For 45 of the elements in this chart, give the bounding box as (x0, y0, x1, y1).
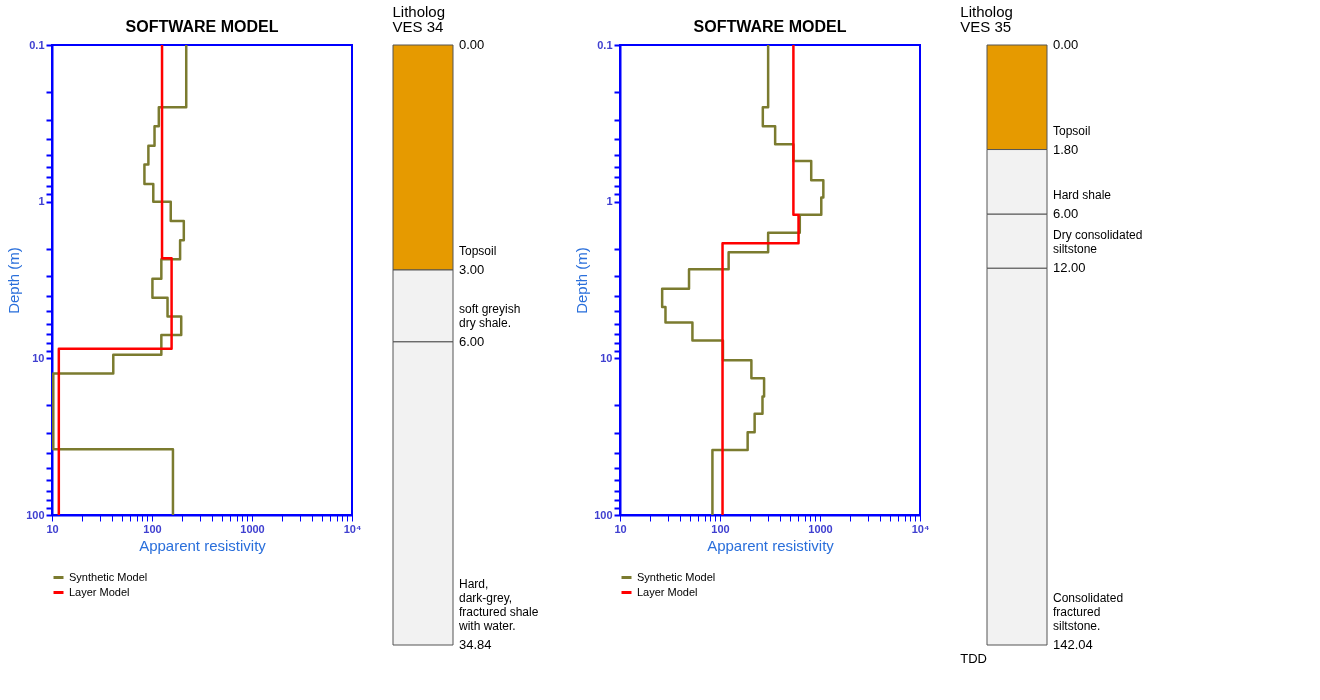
y-tick-label: 100 (26, 508, 45, 521)
x-tick-label: 1000 (808, 522, 833, 535)
data-label: 142.04 (1053, 637, 1093, 652)
legend-label: Synthetic Model (69, 570, 148, 583)
x-tick-label: 100 (711, 522, 730, 535)
x-tick-label: 100 (143, 522, 162, 535)
legend-label: Layer Model (637, 585, 698, 598)
data-label: 1.80 (1053, 141, 1079, 157)
category-label: Topsoil (1053, 123, 1091, 138)
text: TDD (960, 651, 987, 666)
x-tick-label: 10 (46, 522, 59, 535)
legend-label: Synthetic Model (637, 570, 716, 583)
text: Litholog (392, 3, 446, 20)
y-tick-label: 100 (594, 508, 613, 521)
x-tick-label: 10⁴ (343, 522, 362, 535)
text: Litholog (960, 3, 1013, 20)
chart-title: SOFTWARE MODEL (693, 18, 847, 35)
category-label: Dry consolidated siltstone (1053, 228, 1143, 257)
data-label: 6.00 (1053, 206, 1079, 222)
category-label: Consolidated fractured siltstone. (1053, 591, 1124, 633)
y-tick-label: 0.1 (29, 38, 45, 51)
data-label: 3.00 (459, 261, 485, 277)
y-tick-label: 0.1 (597, 38, 613, 51)
legend-label: Layer Model (69, 585, 130, 598)
category-label: Hard, dark-grey, fractured shale with water. (458, 577, 539, 633)
y-tick-label: 1 (606, 195, 613, 208)
y-tick-label: 10 (32, 351, 45, 364)
x-axis-title: Apparent resistivity (707, 536, 835, 554)
y-tick-label: 1 (38, 195, 45, 208)
chart-title: SOFTWARE MODEL (125, 18, 279, 35)
category-label: Topsoil (459, 243, 497, 258)
category-label: soft greyish dry shale. (459, 301, 521, 330)
x-tick-label: 10 (614, 522, 627, 535)
y-axis-title: Depth (m) (573, 247, 591, 314)
x-tick-label: 1000 (240, 522, 265, 535)
data-label: 34.84 (459, 637, 492, 652)
data-label: 12.00 (1053, 260, 1086, 276)
x-tick-label: 10⁴ (911, 522, 930, 535)
data-label: 6.00 (459, 333, 485, 349)
y-axis-title: Depth (m) (5, 247, 23, 314)
category-label: Hard shale (1053, 188, 1112, 203)
text: 0.00 (1053, 37, 1079, 52)
x-axis-title: Apparent resistivity (139, 536, 267, 554)
y-tick-label: 10 (600, 351, 613, 364)
text: 0.00 (459, 37, 485, 52)
